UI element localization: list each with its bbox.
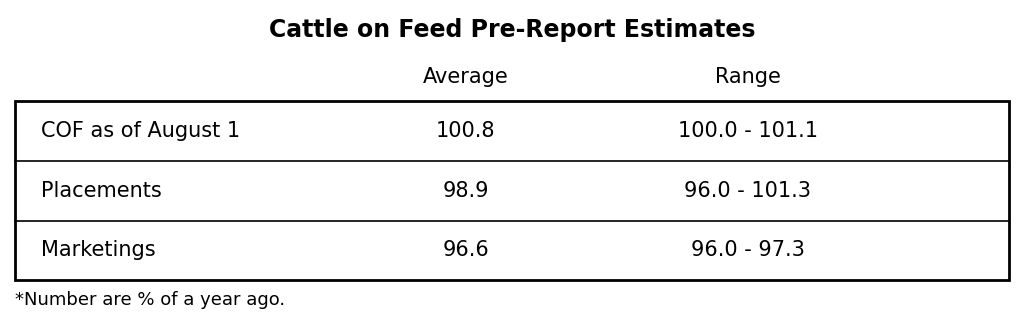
Text: 96.0 - 101.3: 96.0 - 101.3 xyxy=(684,181,811,201)
Text: Placements: Placements xyxy=(41,181,162,201)
Text: COF as of August 1: COF as of August 1 xyxy=(41,121,240,141)
Text: *Number are % of a year ago.: *Number are % of a year ago. xyxy=(15,291,286,309)
Text: 98.9: 98.9 xyxy=(442,181,489,201)
Text: Cattle on Feed Pre-Report Estimates: Cattle on Feed Pre-Report Estimates xyxy=(268,18,756,42)
Bar xyxy=(15,101,1009,280)
Text: Range: Range xyxy=(715,67,780,87)
Text: 96.0 - 97.3: 96.0 - 97.3 xyxy=(690,240,805,260)
Text: 100.8: 100.8 xyxy=(436,121,496,141)
Text: 96.6: 96.6 xyxy=(442,240,489,260)
Text: 100.0 - 101.1: 100.0 - 101.1 xyxy=(678,121,817,141)
Text: Marketings: Marketings xyxy=(41,240,156,260)
Text: Average: Average xyxy=(423,67,509,87)
